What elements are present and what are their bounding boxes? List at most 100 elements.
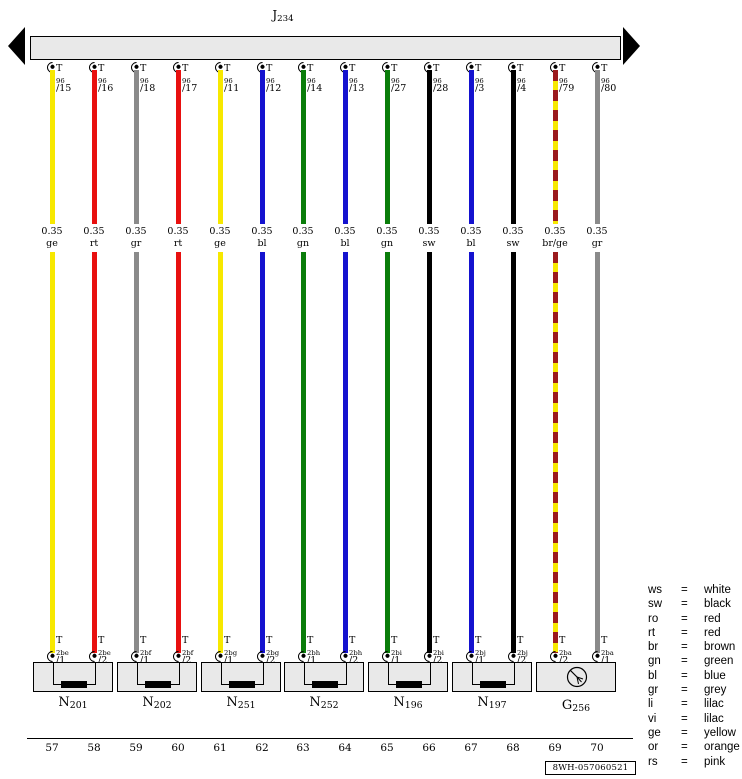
pin-label: T 2bj/1 (475, 635, 486, 666)
pin-label: T 96/11 (224, 63, 240, 94)
resistor-icon (480, 681, 506, 688)
track-number: 61 (213, 742, 227, 754)
resistor-icon (145, 681, 171, 688)
continuation-arrow-right-icon (623, 27, 640, 65)
pin-label: T 2bj/2 (517, 635, 528, 666)
track-number: 64 (338, 742, 352, 754)
wire-segment (343, 252, 348, 653)
legend-row: bl = blue (648, 669, 726, 682)
bus-label: J234 (272, 8, 294, 24)
wire-segment (50, 252, 55, 653)
legend-row: br = brown (648, 641, 736, 654)
wire-segment (595, 70, 600, 224)
gauge-label: 0.35 br/ge (537, 226, 573, 250)
pin-label: T 2bf/1 (140, 635, 152, 666)
wire-segment (50, 70, 55, 224)
component-box (117, 662, 197, 692)
pin-label: T 96/12 (266, 63, 282, 94)
pin-label: T 2ba/1 (601, 635, 614, 666)
legend-row: ro = red (648, 612, 721, 625)
resistor-icon (312, 681, 338, 688)
wire-segment (469, 70, 474, 224)
wire-segment (553, 252, 558, 653)
wire-segment (176, 252, 181, 653)
gauge-label: 0.35 gr (118, 226, 154, 250)
pin-label: T 96/17 (182, 63, 198, 94)
wire-segment (301, 252, 306, 653)
track-number: 67 (464, 742, 478, 754)
legend-row: rs = pink (648, 755, 726, 768)
track-number: 59 (129, 742, 143, 754)
legend-row: vi = lilac (648, 712, 724, 725)
legend-row: sw = black (648, 598, 731, 611)
pin-label: T 2bh/2 (349, 635, 363, 666)
track-number: 66 (422, 742, 436, 754)
wire-segment (553, 70, 558, 224)
pin-label: T 96/14 (307, 63, 323, 94)
legend-row: li = lilac (648, 698, 724, 711)
wire-segment (511, 252, 516, 653)
pin-label: T 96/16 (98, 63, 114, 94)
track-number: 68 (506, 742, 520, 754)
continuation-arrow-left-icon (8, 27, 25, 65)
wire-segment (218, 70, 223, 224)
component-label: N197 (477, 695, 507, 711)
wire-segment (260, 70, 265, 224)
component-box (201, 662, 281, 692)
track-number: 58 (87, 742, 101, 754)
track-number: 63 (296, 742, 310, 754)
pin-label: T 96/3 (475, 63, 485, 94)
component-box (33, 662, 113, 692)
wire-segment (511, 70, 516, 224)
track-number: 69 (548, 742, 562, 754)
wire-segment (92, 70, 97, 224)
resistor-icon (229, 681, 255, 688)
legend-row: ws = white (648, 584, 731, 596)
wire-segment (385, 70, 390, 224)
gauge-label: 0.35 bl (453, 226, 489, 250)
wire-segment (218, 252, 223, 653)
wire-segment (134, 252, 139, 653)
component-label: G256 (561, 698, 591, 714)
pin-label: T 96/4 (517, 63, 527, 94)
diagram-code: 8WH-057060521 (545, 761, 636, 775)
gauge-label: 0.35 ge (34, 226, 70, 250)
wire-segment (385, 252, 390, 653)
wire-segment (595, 252, 600, 653)
pin-label: T 2bi/2 (433, 635, 444, 666)
pin-label: T 2be/1 (56, 635, 69, 666)
pin-label: T 96/15 (56, 63, 72, 94)
pin-label: T 2bg/1 (224, 635, 238, 666)
wire-segment (427, 70, 432, 224)
gauge-label: 0.35 sw (495, 226, 531, 250)
color-legend: ws = white sw = black ro = red rt = red br = brown… (648, 583, 740, 769)
legend-row: ge = yellow (648, 726, 736, 739)
sensor-icon (566, 666, 588, 688)
pin-label: T 96/28 (433, 63, 449, 94)
wire-segment (134, 70, 139, 224)
gauge-label: 0.35 gr (579, 226, 615, 250)
legend-row: gr = grey (648, 684, 727, 697)
wire-segment (427, 252, 432, 653)
wire-segment (176, 70, 181, 224)
gauge-label: 0.35 bl (244, 226, 280, 250)
component-label: N251 (226, 695, 256, 711)
component-box (536, 662, 616, 692)
component-box (284, 662, 364, 692)
pin-label: T 96/13 (349, 63, 365, 94)
gauge-label: 0.35 rt (160, 226, 196, 250)
wire-segment (92, 252, 97, 653)
pin-label: T 2bg/2 (266, 635, 280, 666)
component-box (368, 662, 448, 692)
pin-label: T 96/18 (140, 63, 156, 94)
component-label: N202 (142, 695, 172, 711)
pin-label: T 2bf/2 (182, 635, 194, 666)
gauge-label: 0.35 rt (76, 226, 112, 250)
component-box (452, 662, 532, 692)
gauge-label: 0.35 ge (202, 226, 238, 250)
wire-segment (260, 252, 265, 653)
track-number: 70 (590, 742, 604, 754)
pin-label: T 96/27 (391, 63, 407, 94)
track-number: 62 (255, 742, 269, 754)
